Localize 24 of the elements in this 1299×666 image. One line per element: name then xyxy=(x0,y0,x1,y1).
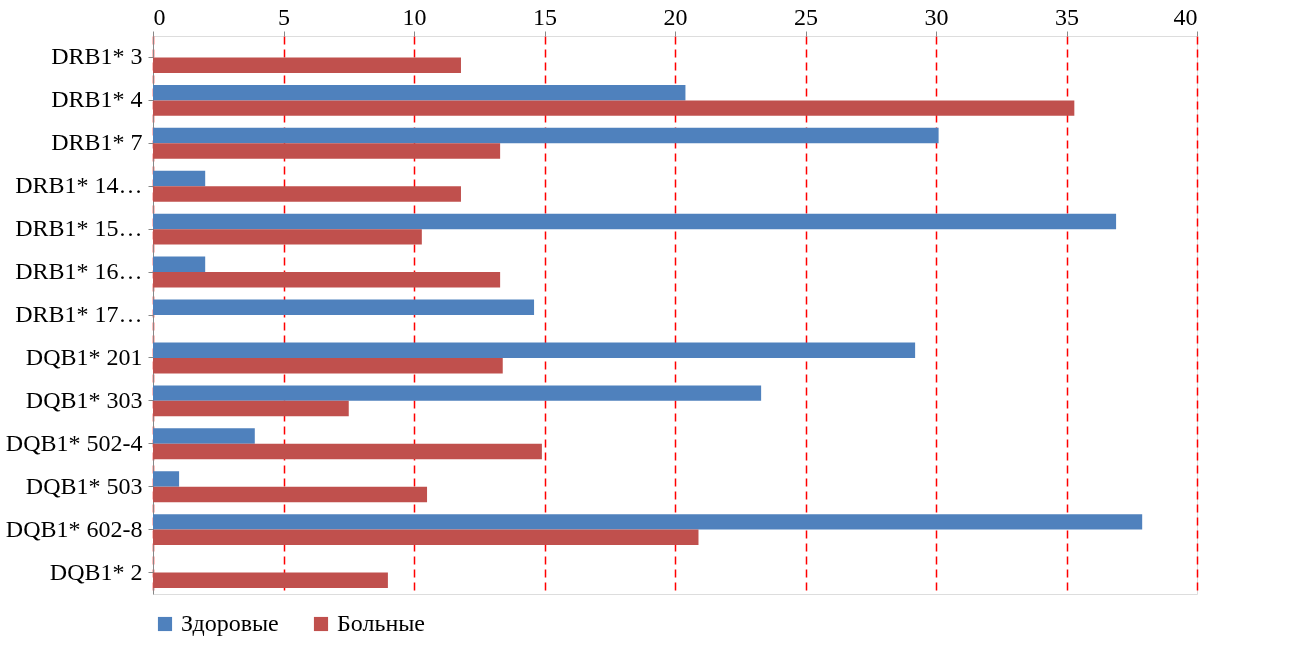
x-tick-label: 35 xyxy=(1055,3,1079,30)
x-tick-label: 40 xyxy=(1173,3,1198,30)
y-tick-label: DRB1* 16… xyxy=(15,258,143,285)
y-tick-label: DQB1* 503 xyxy=(25,472,143,499)
y-tick-label: DRB1* 15… xyxy=(15,215,143,242)
y-tick-label: DQB1* 602-8 xyxy=(5,515,143,542)
y-tick-label: DRB1* 3 xyxy=(51,43,143,70)
y-tick-label: DRB1* 7 xyxy=(51,129,143,156)
x-tick-label: 0 xyxy=(153,3,166,30)
x-tick-label: 5 xyxy=(278,3,290,30)
y-tick-label: DRB1* 4 xyxy=(51,86,143,113)
y-tick-label: DQB1* 502-4 xyxy=(5,429,143,456)
y-tick-label: DQB1* 201 xyxy=(25,343,143,370)
y-tick-label: DRB1* 14… xyxy=(15,172,143,199)
y-tick-label: DQB1* 2 xyxy=(49,558,143,585)
x-tick-label: 25 xyxy=(794,3,818,30)
x-tick-label: 30 xyxy=(924,3,949,30)
legend-label: Больные xyxy=(337,610,426,636)
y-tick-label: DRB1* 17… xyxy=(15,301,143,327)
y-tick-label: DQB1* 303 xyxy=(25,386,143,413)
x-tick-label: 20 xyxy=(663,3,688,30)
x-tick-label: 10 xyxy=(402,3,427,30)
x-tick-label: 15 xyxy=(533,3,557,30)
legend-label: Здоровые xyxy=(181,610,279,636)
